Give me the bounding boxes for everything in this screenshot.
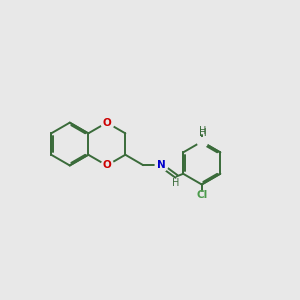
- Text: O: O: [102, 118, 111, 128]
- Text: O: O: [102, 160, 111, 170]
- Text: H: H: [199, 126, 206, 136]
- Text: Cl: Cl: [196, 190, 207, 200]
- Text: N: N: [157, 160, 165, 170]
- Text: H: H: [199, 128, 207, 138]
- Text: H: H: [172, 178, 179, 188]
